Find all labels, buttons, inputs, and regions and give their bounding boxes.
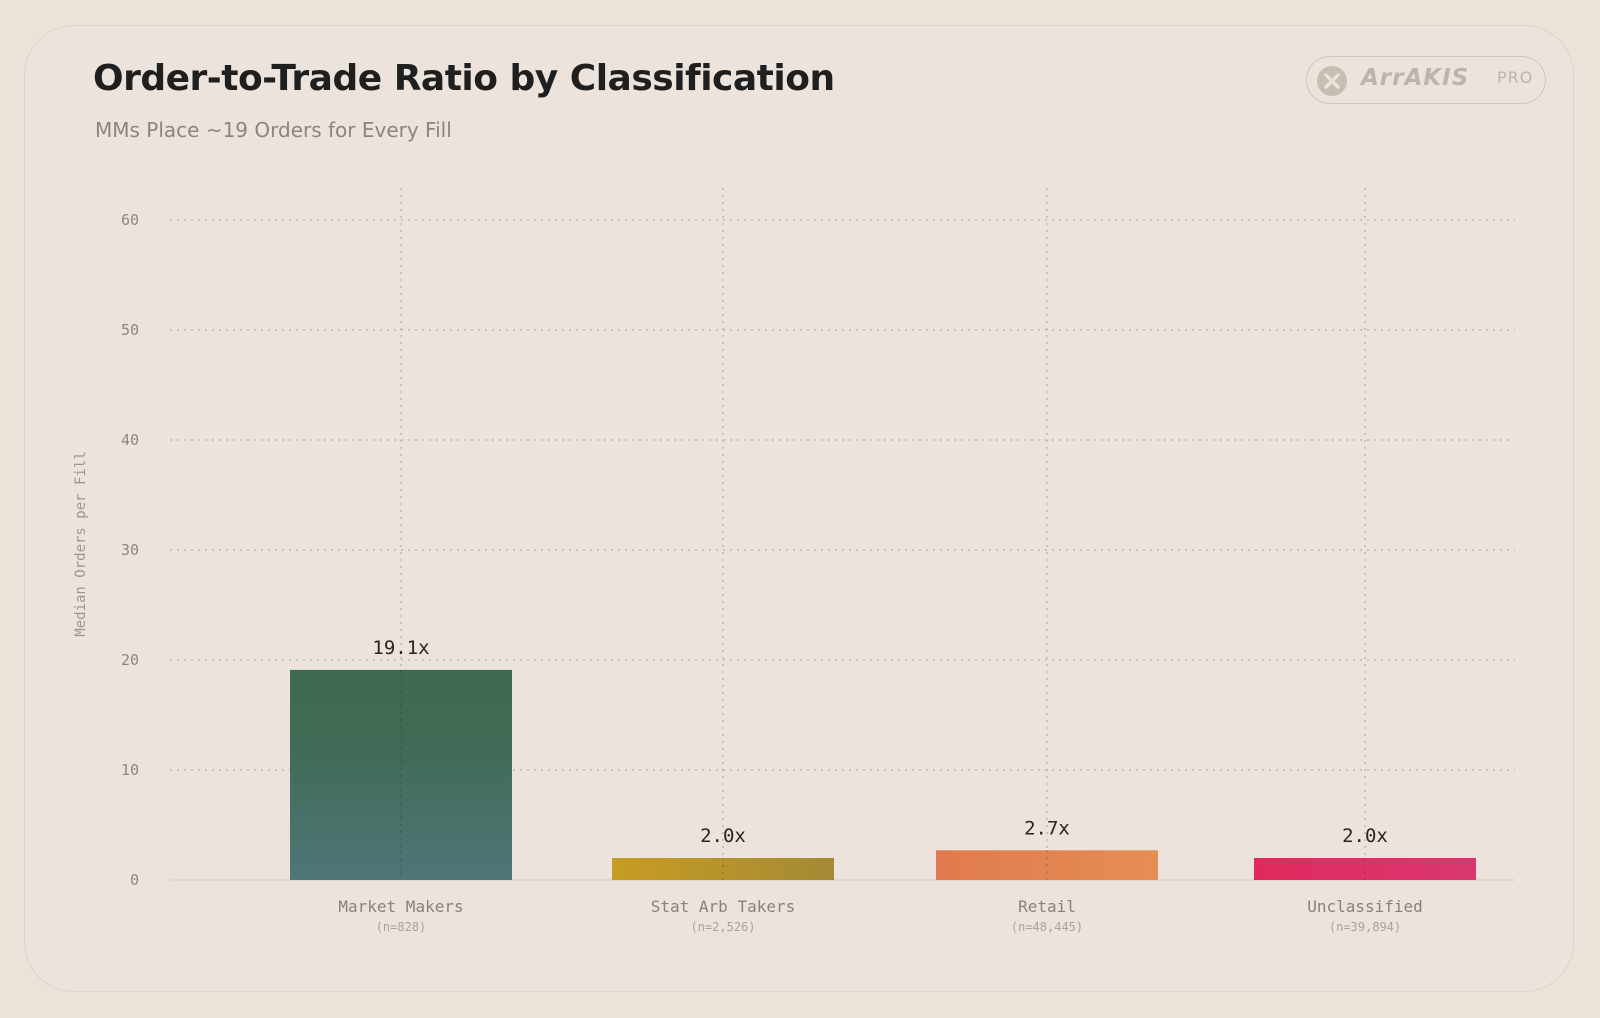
y-tick-label: 40: [121, 431, 139, 449]
x-tick-label: Stat Arb Takers: [651, 897, 796, 916]
y-tick-label: 0: [130, 871, 139, 889]
sample-size-label: (n=828): [376, 920, 427, 934]
y-tick-label: 60: [121, 211, 139, 229]
x-tick-label: Retail: [1018, 897, 1076, 916]
y-tick-label: 30: [121, 541, 139, 559]
bar-value-label: 2.7x: [1024, 817, 1070, 839]
arrakis-pro-logo: ArrAKIS PRO: [1306, 56, 1546, 104]
chart-labels: 0 10 20 30 40 50 60 19.1x Market Makers (n=828) 2.…: [121, 211, 1423, 934]
chart-title: Order-to-Trade Ratio by Classification: [93, 58, 835, 99]
bar-stat-arb-takers: [612, 858, 834, 880]
x-tick-label: Unclassified: [1307, 897, 1423, 916]
logo-wordmark: ArrAKIS: [1361, 65, 1470, 91]
logo-pro-badge: PRO: [1497, 68, 1534, 87]
sample-size-label: (n=39,894): [1329, 920, 1401, 934]
arrakis-x-icon: [1317, 66, 1347, 96]
sample-size-label: (n=2,526): [690, 920, 755, 934]
bar-value-label: 2.0x: [700, 825, 746, 847]
bar-retail: [936, 850, 1158, 880]
x-tick-label: Market Makers: [338, 897, 463, 916]
chart-card: [24, 25, 1574, 992]
bar-value-label: 19.1x: [372, 637, 429, 659]
y-tick-label: 50: [121, 321, 139, 339]
y-tick-label: 10: [121, 761, 139, 779]
chart-subtitle: MMs Place ~19 Orders for Every Fill: [95, 118, 452, 142]
bars: [290, 669, 1476, 880]
bar-market-makers: [290, 669, 512, 880]
bar-unclassified: [1254, 858, 1476, 880]
sample-size-label: (n=48,445): [1011, 920, 1083, 934]
bar-value-label: 2.0x: [1342, 825, 1388, 847]
y-tick-label: 20: [121, 651, 139, 669]
